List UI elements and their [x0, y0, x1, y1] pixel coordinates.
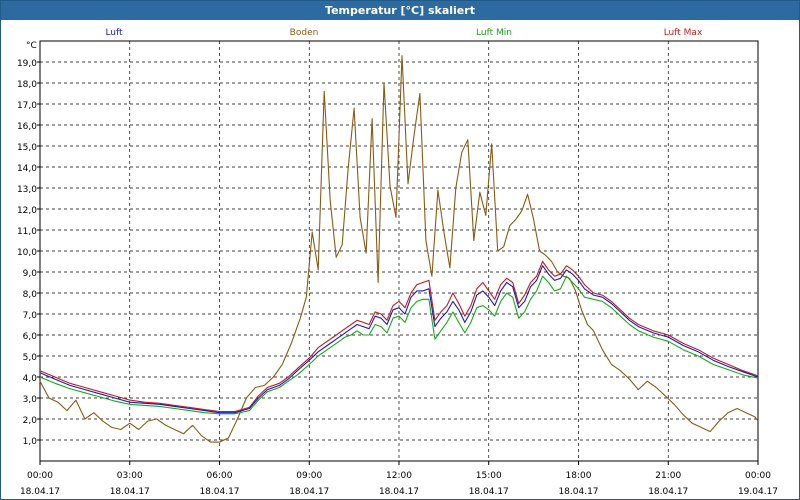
y-tick-label: 2,0 [23, 416, 38, 426]
legend-entry-luft-min: Luft Min [476, 28, 512, 38]
x-tick-date: 18.04.17 [648, 487, 688, 497]
y-tick-label: 7,0 [23, 311, 38, 321]
x-tick-time: 03:00 [117, 471, 143, 481]
y-tick-label: 9,0 [23, 269, 38, 279]
x-tick-date: 18.04.17 [199, 487, 239, 497]
x-tick-date: 18.04.17 [289, 487, 329, 497]
legend-entry-luft: Luft [105, 28, 123, 38]
series-line-luft [39, 265, 759, 414]
y-tick-label: 16,0 [17, 122, 37, 132]
x-tick-date: 18.04.17 [20, 487, 60, 497]
x-tick-time: 15:00 [476, 471, 502, 481]
x-tick-date: 18.04.17 [379, 487, 419, 497]
y-tick-label: 1,0 [23, 437, 38, 447]
y-tick-label: 11,0 [17, 227, 37, 237]
y-tick-label: 19,0 [17, 59, 37, 69]
series-line-boden [39, 55, 759, 443]
x-tick-time: 18:00 [566, 471, 592, 481]
x-tick-date: 18.04.17 [110, 487, 150, 497]
legend-entry-boden: Boden [290, 28, 319, 38]
x-tick-time: 12:00 [386, 471, 412, 481]
y-tick-label: 5,0 [23, 353, 38, 363]
x-tick-time: 21:00 [655, 471, 681, 481]
y-tick-label: 6,0 [23, 332, 38, 342]
y-tick-label: 12,0 [17, 206, 37, 216]
y-tick-label: 18,0 [17, 80, 37, 90]
x-tick-time: 00:00 [27, 471, 53, 481]
x-tick-date: 18.04.17 [558, 487, 598, 497]
y-tick-label: 8,0 [23, 290, 38, 300]
y-axis-label: °C [26, 41, 37, 51]
x-tick-time: 00:00 [745, 471, 771, 481]
y-tick-label: 17,0 [17, 101, 37, 111]
x-tick-date: 18.04.17 [469, 487, 509, 497]
y-tick-label: 4,0 [23, 374, 38, 384]
y-tick-label: 13,0 [17, 185, 37, 195]
legend-entry-luft-max: Luft Max [664, 28, 703, 38]
x-tick-time: 06:00 [207, 471, 233, 481]
y-tick-label: 3,0 [23, 395, 38, 405]
x-tick-time: 09:00 [296, 471, 322, 481]
title-bar [1, 1, 799, 20]
chart-title: Temperatur [°C] skaliert [325, 4, 475, 17]
y-tick-label: 10,0 [17, 248, 37, 258]
series-line-luft-max [39, 260, 759, 413]
y-tick-label: 14,0 [17, 164, 37, 174]
x-tick-date: 19.04.17 [738, 487, 778, 497]
y-tick-label: 15,0 [17, 143, 37, 153]
series-line-luft-min [39, 275, 759, 415]
